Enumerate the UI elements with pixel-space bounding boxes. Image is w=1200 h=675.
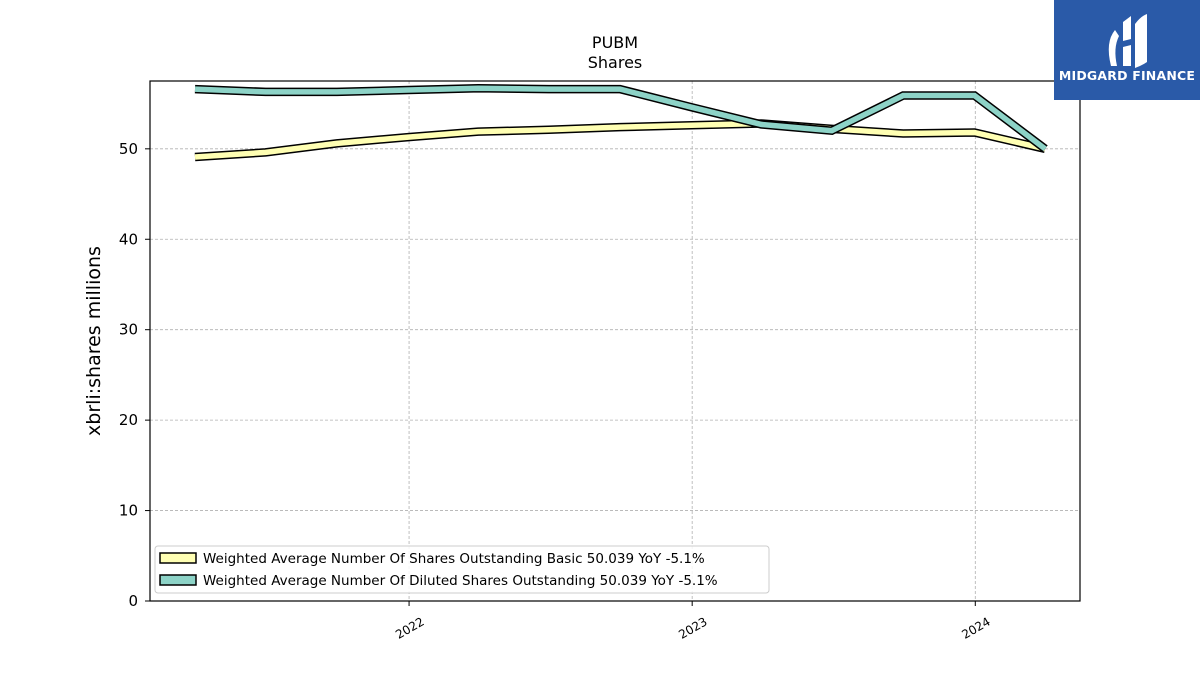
plot-frame [149, 80, 1081, 602]
x-tick-label: 2022 [393, 614, 426, 641]
y-tick-label: 0 [128, 592, 138, 610]
y-tick-label: 20 [119, 411, 138, 429]
chart-title: PUBM [592, 33, 638, 52]
legend-label-1: Weighted Average Number Of Shares Outsta… [203, 551, 705, 567]
brand-name: MIDGARD FINANCE [1058, 68, 1196, 83]
x-tick-label: 2024 [959, 614, 992, 641]
grid-lines [150, 81, 1080, 601]
x-tick-label: 2023 [676, 614, 709, 641]
legend-label-2: Weighted Average Number Of Diluted Share… [203, 573, 718, 589]
y-axis-ticks: 0 10 20 30 40 50 [119, 140, 150, 610]
y-tick-label: 30 [119, 321, 138, 339]
midgard-logo-mark-icon [1108, 14, 1147, 68]
y-tick-label: 50 [119, 140, 138, 158]
series-line-1 [194, 120, 1046, 160]
x-axis-ticks: 2022 2023 2024 [393, 601, 993, 642]
midgard-finance-logo: MIDGARD FINANCE [1054, 0, 1200, 100]
series-line-2 [194, 85, 1047, 151]
legend-swatch-1 [159, 552, 197, 564]
chart-subtitle: Shares [588, 53, 643, 72]
legend-box [154, 545, 770, 594]
y-axis-label: xbrli:shares millions [83, 246, 105, 436]
series-lines [194, 83, 1048, 162]
y-tick-label: 10 [119, 502, 138, 520]
legend-swatch-2 [159, 574, 197, 586]
legend: Weighted Average Number Of Shares Outsta… [154, 545, 770, 594]
y-tick-label: 40 [119, 230, 138, 248]
